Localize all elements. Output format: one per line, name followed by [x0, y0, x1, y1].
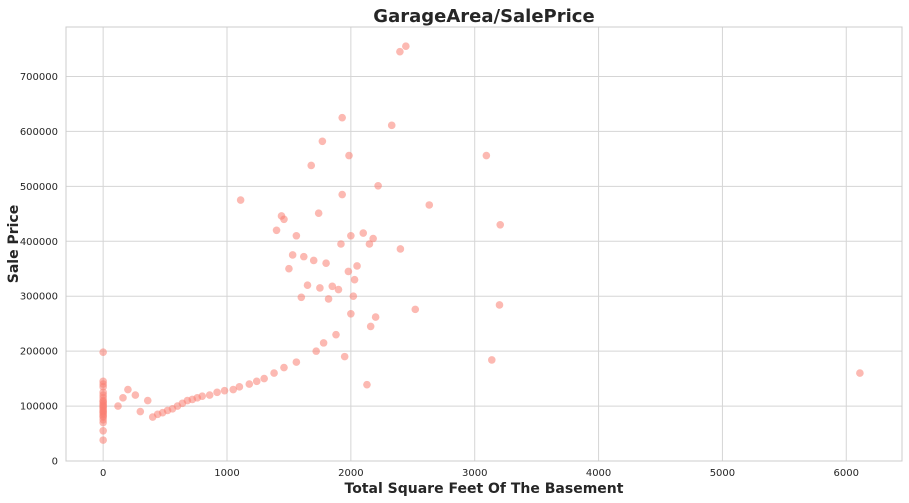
data-point — [136, 407, 145, 416]
data-point — [252, 377, 261, 386]
data-point — [495, 301, 504, 309]
data-point — [340, 352, 349, 361]
x-tick-label: 2000 — [338, 468, 363, 479]
plot-frame — [65, 26, 903, 462]
data-point — [213, 388, 221, 397]
x-tick-label: 6000 — [834, 468, 859, 479]
grid-lines — [66, 27, 902, 461]
data-point — [338, 190, 346, 199]
data-point — [143, 396, 152, 405]
data-point — [369, 234, 377, 243]
data-point — [314, 209, 323, 218]
data-point — [285, 264, 293, 273]
data-point — [220, 386, 229, 395]
data-point — [425, 201, 434, 209]
data-point — [131, 391, 140, 399]
data-point — [322, 259, 330, 268]
data-point — [236, 196, 245, 204]
data-point — [299, 252, 308, 261]
x-tick-label: 4000 — [586, 468, 611, 479]
data-point — [396, 47, 404, 56]
data-point — [235, 383, 244, 391]
data-point — [119, 394, 127, 402]
data-point — [332, 330, 340, 339]
data-point — [99, 348, 107, 357]
data-point — [148, 413, 157, 421]
y-axis-label: Sale Price — [6, 205, 22, 283]
scatter-points — [99, 42, 864, 444]
data-point — [371, 313, 380, 321]
data-point — [334, 285, 343, 294]
data-point — [309, 256, 318, 265]
data-point — [292, 358, 301, 366]
data-point — [482, 151, 491, 160]
data-point — [350, 275, 359, 284]
data-point — [318, 137, 327, 146]
data-point — [488, 356, 496, 364]
data-point — [359, 229, 368, 237]
data-point — [280, 215, 288, 224]
data-point — [245, 380, 254, 388]
data-point — [328, 282, 337, 291]
data-point — [307, 161, 316, 170]
y-tick-label: 300000 — [20, 292, 58, 303]
data-point — [319, 339, 328, 347]
data-point — [99, 436, 107, 444]
data-point — [272, 226, 281, 235]
x-tick-labels: 0 1000 2000 3000 4000 5000 6000 — [100, 468, 859, 479]
data-point — [402, 42, 410, 51]
x-tick-label: 1000 — [214, 468, 239, 479]
data-point — [338, 113, 346, 122]
data-point — [344, 267, 353, 276]
data-point — [387, 121, 396, 130]
data-point — [374, 181, 382, 190]
data-point — [366, 322, 375, 331]
data-point — [229, 385, 237, 394]
data-point — [347, 231, 355, 240]
data-point — [280, 363, 288, 372]
data-point — [353, 262, 361, 270]
data-point — [99, 426, 107, 435]
data-point — [411, 305, 420, 314]
data-point — [347, 309, 355, 318]
data-point — [270, 369, 278, 377]
y-tick-label: 400000 — [20, 237, 58, 248]
data-point — [292, 231, 301, 240]
data-point — [396, 245, 405, 253]
data-point — [316, 284, 324, 292]
data-point — [349, 292, 358, 300]
y-tick-label: 0 — [52, 457, 58, 468]
data-point — [124, 385, 132, 394]
chart-title: GarageArea/SalePrice — [373, 6, 594, 27]
y-tick-label: 500000 — [20, 182, 58, 193]
y-tick-label: 200000 — [20, 347, 58, 358]
data-point — [297, 293, 306, 302]
y-tick-label: 600000 — [20, 127, 58, 138]
x-tick-label: 3000 — [462, 468, 487, 479]
x-tick-label: 0 — [100, 468, 106, 479]
data-point — [99, 383, 107, 391]
y-tick-label: 100000 — [20, 402, 58, 413]
data-point — [365, 240, 374, 248]
data-point — [345, 151, 353, 160]
y-tick-labels: 0 100000 200000 300000 400000 500000 600000 700… — [20, 72, 58, 468]
data-point — [324, 295, 333, 303]
data-point — [337, 240, 345, 248]
data-point — [363, 380, 371, 389]
data-point — [303, 281, 312, 290]
data-point — [114, 402, 122, 410]
data-point — [856, 369, 864, 377]
data-point — [205, 391, 214, 399]
data-point — [496, 220, 505, 229]
data-point — [99, 418, 107, 427]
data-point — [260, 374, 268, 383]
x-axis-label: Total Square Feet Of The Basement — [345, 481, 624, 497]
data-point — [288, 251, 297, 259]
x-tick-label: 5000 — [710, 468, 735, 479]
data-point — [312, 347, 320, 355]
y-tick-label: 700000 — [20, 72, 58, 83]
